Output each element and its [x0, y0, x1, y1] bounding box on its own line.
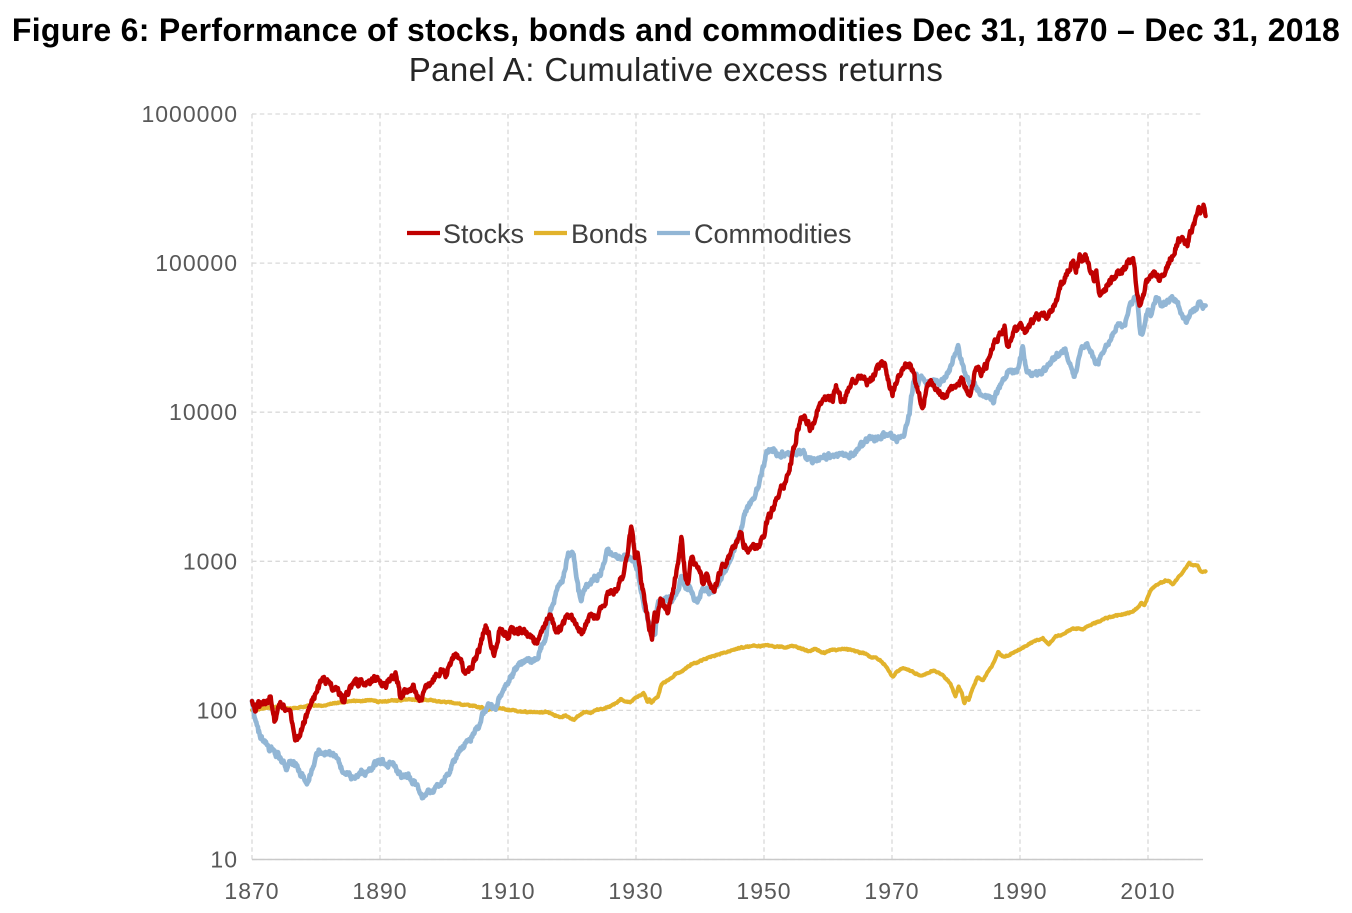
- svg-text:1000000: 1000000: [141, 101, 238, 127]
- svg-text:2010: 2010: [1120, 878, 1175, 904]
- svg-text:1910: 1910: [480, 878, 535, 904]
- svg-text:1870: 1870: [224, 878, 279, 904]
- svg-text:Bonds: Bonds: [571, 219, 648, 249]
- svg-text:Stocks: Stocks: [443, 219, 524, 249]
- svg-text:1990: 1990: [992, 878, 1047, 904]
- svg-text:1000: 1000: [183, 548, 238, 574]
- svg-text:1890: 1890: [352, 878, 407, 904]
- svg-text:1950: 1950: [736, 878, 791, 904]
- svg-text:10: 10: [210, 847, 238, 873]
- svg-text:10000: 10000: [169, 399, 238, 425]
- svg-text:100: 100: [197, 697, 238, 723]
- svg-text:1970: 1970: [864, 878, 919, 904]
- svg-text:100000: 100000: [155, 250, 238, 276]
- svg-text:Commodities: Commodities: [694, 219, 852, 249]
- svg-text:1930: 1930: [608, 878, 663, 904]
